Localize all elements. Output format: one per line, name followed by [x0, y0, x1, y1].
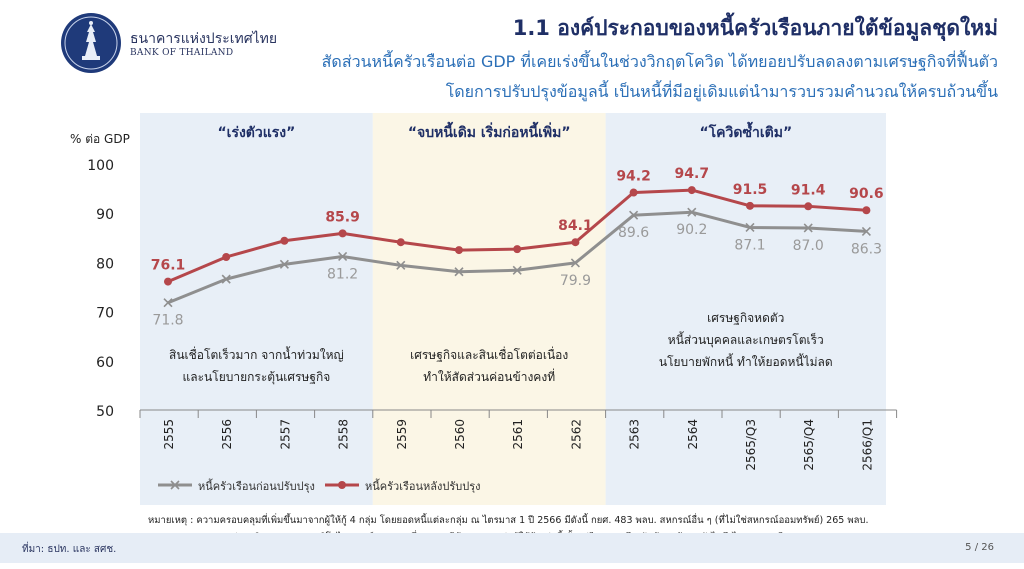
data-point: [163, 298, 173, 308]
footer-bar: [0, 533, 1024, 563]
phase-note: เศรษฐกิจและสินเชื่อโตต่อเนื่อง: [410, 346, 568, 362]
page-title: 1.1 องค์ประกอบของหนี้ครัวเรือนภายใต้ข้อม…: [512, 16, 998, 40]
y-tick-label: 90: [96, 207, 114, 223]
phase-band: [140, 113, 373, 505]
data-point: [280, 236, 289, 245]
data-label: 94.2: [616, 169, 651, 185]
phase-title: “โควิดซ้ำเติม”: [699, 121, 792, 141]
legend-marker: [170, 480, 180, 490]
data-point: [164, 277, 172, 286]
data-point: [222, 252, 231, 261]
bank-name-thai: ธนาคารแห่งประเทศไทย: [130, 31, 278, 47]
data-point: [571, 238, 580, 247]
x-tick-label: 2565/Q3: [744, 419, 758, 471]
x-tick-label: 2556: [220, 419, 234, 450]
phase-note: หนี้ส่วนบุคคลและเกษตรโตเร็ว: [668, 331, 824, 348]
data-point: [396, 238, 405, 247]
x-tick-label: 2557: [278, 419, 292, 450]
data-label: 81.2: [327, 266, 358, 282]
data-point: [396, 260, 406, 270]
data-label: 89.6: [618, 225, 649, 241]
data-point: [570, 258, 580, 268]
data-label: 86.3: [851, 241, 882, 257]
data-point: [861, 226, 871, 236]
data-label: 94.7: [675, 166, 710, 182]
x-tick-label: 2562: [569, 419, 583, 450]
data-point: [513, 245, 522, 254]
data-point: [803, 223, 813, 233]
phase-note: และนโยบายกระตุ้นเศรษฐกิจ: [183, 370, 331, 385]
legend-label: หนี้ครัวเรือนก่อนปรับปรุง: [198, 478, 315, 493]
data-point: [512, 265, 522, 275]
y-axis-label: % ต่อ GDP: [70, 132, 130, 146]
page-number: 5 / 26: [965, 542, 994, 553]
data-label: 91.4: [791, 182, 826, 198]
phase-title: “เร่งตัวแรง”: [217, 125, 295, 141]
data-point: [687, 207, 697, 217]
x-tick-label: 2564: [686, 419, 700, 450]
subtitle-line-1: สัดส่วนหนี้ครัวเรือนต่อ GDP ที่เคยเร่งขึ…: [321, 52, 998, 71]
legend-label: หนี้ครัวเรือนหลังปรับปรุง: [365, 478, 481, 493]
data-label: 71.8: [152, 313, 183, 329]
legend-marker: [338, 481, 346, 489]
data-label: 90.2: [676, 222, 707, 238]
x-tick-label: 2555: [162, 419, 176, 450]
x-tick-label: 2566/Q1: [860, 419, 874, 471]
y-tick-label: 70: [96, 306, 114, 322]
data-point: [629, 188, 638, 197]
phase-band: [605, 113, 886, 505]
x-tick-label: 2558: [337, 419, 351, 450]
data-point: [629, 210, 639, 220]
phase-title: “จบหนี้เดิม เริ่มก่อหนี้เพิ่ม”: [408, 121, 571, 141]
data-point: [338, 251, 348, 262]
subtitle-line-2: โดยการปรับปรุงข้อมูลนี้ เป็นหนี้ที่มีอยู…: [445, 82, 998, 101]
footnote-line-1: หมายเหตุ : ความครอบคลุมที่เพิ่มขึ้นมาจาก…: [148, 515, 869, 526]
y-tick-label: 50: [96, 404, 114, 420]
phase-note: สินเชื่อโตเร็วมาก จากน้ำท่วมใหญ่: [169, 346, 344, 362]
phase-note: ทำให้สัดส่วนค่อนข้างคงที่: [423, 368, 555, 384]
data-label: 76.1: [151, 258, 186, 274]
data-label: 79.9: [560, 273, 591, 289]
bank-name-english: BANK OF THAILAND: [130, 48, 234, 58]
phase-note: เศรษฐกิจหดตัว: [707, 311, 784, 325]
source-text: ที่มา: ธปท. และ สศช.: [22, 544, 117, 555]
x-tick-label: 2561: [511, 419, 525, 450]
bank-of-thailand-logo: [61, 13, 121, 73]
phase-note: นโยบายพักหนี้ ทำให้ยอดหนี้ไม่ลด: [659, 353, 833, 369]
data-point: [804, 202, 813, 211]
y-tick-label: 60: [96, 355, 114, 371]
x-tick-label: 2560: [453, 419, 467, 450]
y-tick-label: 80: [96, 256, 114, 272]
data-label: 90.6: [849, 186, 884, 202]
data-label: 87.0: [793, 238, 824, 254]
data-point: [745, 222, 755, 233]
data-point: [454, 267, 464, 277]
data-point: [687, 186, 696, 195]
x-tick-label: 2559: [395, 419, 409, 450]
x-tick-label: 2563: [628, 419, 642, 450]
data-point: [221, 274, 231, 284]
data-point: [338, 229, 347, 238]
data-label: 84.1: [558, 218, 593, 234]
data-label: 87.1: [734, 237, 765, 253]
x-tick-label: 2565/Q4: [802, 419, 816, 471]
data-label: 85.9: [325, 209, 360, 225]
data-label: 91.5: [733, 182, 768, 198]
data-point: [279, 259, 289, 269]
data-point: [455, 246, 463, 255]
data-point: [746, 201, 754, 210]
data-point: [862, 206, 871, 215]
household-debt-chart: “เร่งตัวแรง” “จบหนี้เดิม เริ่มก่อหนี้เพิ่…: [70, 113, 898, 505]
y-tick-label: 100: [87, 158, 114, 174]
phase-band: [372, 113, 606, 505]
